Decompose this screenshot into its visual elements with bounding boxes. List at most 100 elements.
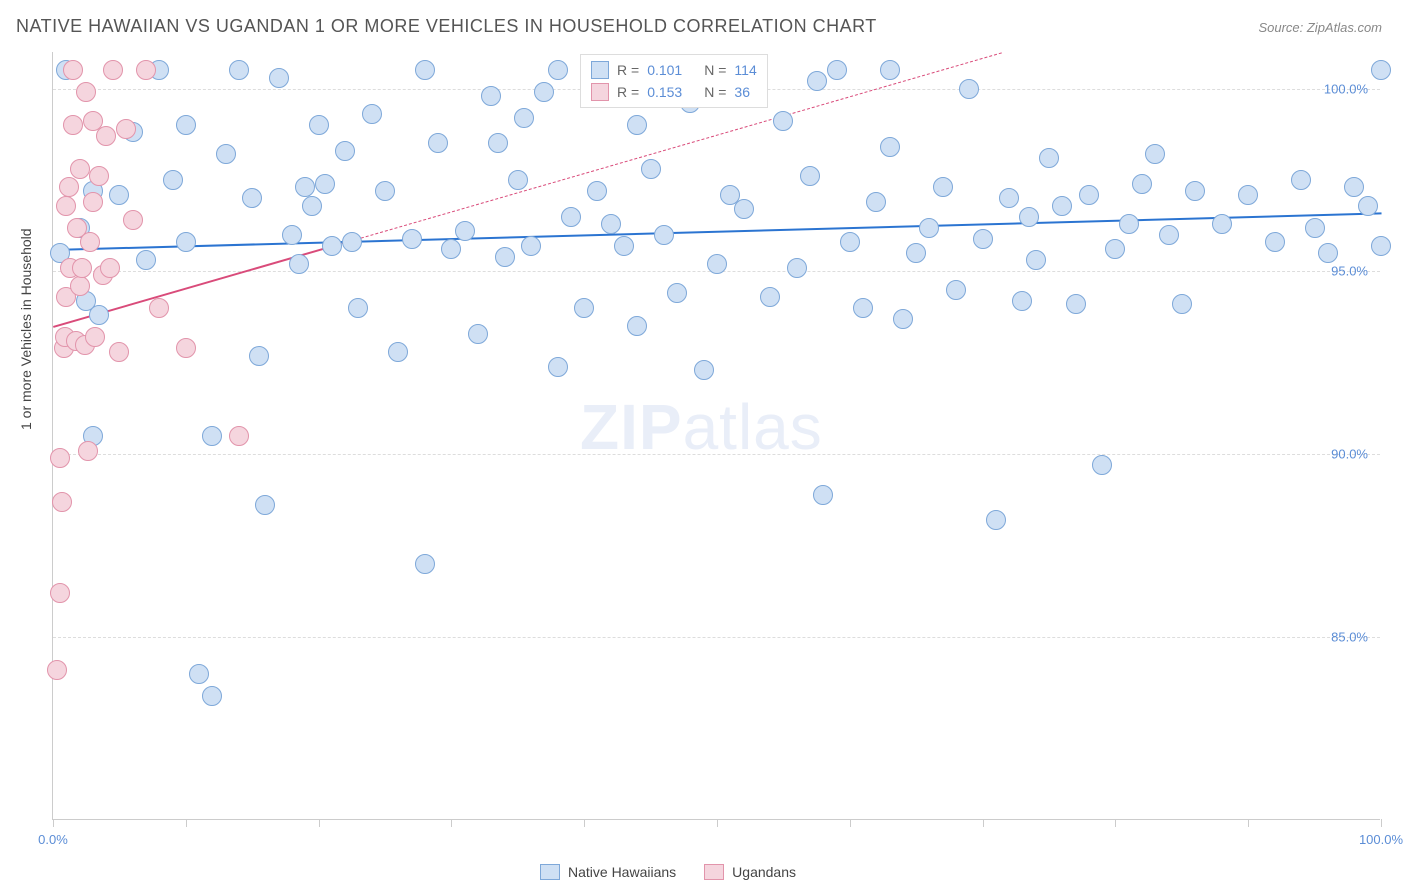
scatter-point — [89, 166, 109, 186]
scatter-point — [807, 71, 827, 91]
scatter-point — [800, 166, 820, 186]
scatter-point — [1079, 185, 1099, 205]
scatter-point — [455, 221, 475, 241]
scatter-point — [827, 60, 847, 80]
scatter-point — [1012, 291, 1032, 311]
scatter-point — [83, 192, 103, 212]
scatter-point — [973, 229, 993, 249]
scatter-point — [1344, 177, 1364, 197]
scatter-point — [415, 554, 435, 574]
legend-r-label: R = — [617, 62, 639, 78]
scatter-point — [481, 86, 501, 106]
scatter-point — [614, 236, 634, 256]
gridline — [53, 637, 1380, 638]
scatter-point — [534, 82, 554, 102]
scatter-point — [880, 60, 900, 80]
legend-r-label: R = — [617, 84, 639, 100]
gridline — [53, 454, 1380, 455]
scatter-point — [1052, 196, 1072, 216]
x-tick — [451, 819, 452, 827]
scatter-point — [176, 232, 196, 252]
scatter-point — [116, 119, 136, 139]
scatter-point — [1159, 225, 1179, 245]
legend-series-item: Ugandans — [704, 864, 796, 880]
scatter-point — [521, 236, 541, 256]
scatter-point — [441, 239, 461, 259]
scatter-point — [1145, 144, 1165, 164]
scatter-point — [176, 338, 196, 358]
scatter-point — [402, 229, 422, 249]
scatter-point — [933, 177, 953, 197]
scatter-point — [946, 280, 966, 300]
legend-swatch-icon — [704, 864, 724, 880]
scatter-point — [1371, 60, 1391, 80]
legend-stats-row: R = 0.101 N = 114 — [591, 59, 757, 81]
scatter-point — [667, 283, 687, 303]
scatter-point — [508, 170, 528, 190]
scatter-point — [1066, 294, 1086, 314]
legend-swatch-icon — [591, 83, 609, 101]
legend-series-label: Ugandans — [732, 864, 796, 880]
scatter-point — [1291, 170, 1311, 190]
scatter-point — [694, 360, 714, 380]
legend-series: Native Hawaiians Ugandans — [540, 864, 796, 880]
legend-swatch-icon — [540, 864, 560, 880]
scatter-point — [1212, 214, 1232, 234]
scatter-point — [919, 218, 939, 238]
scatter-point — [309, 115, 329, 135]
scatter-point — [85, 327, 105, 347]
scatter-point — [1026, 250, 1046, 270]
scatter-point — [1318, 243, 1338, 263]
y-tick-label: 95.0% — [1331, 264, 1368, 279]
x-tick-label: 0.0% — [38, 832, 68, 847]
scatter-point — [269, 68, 289, 88]
x-tick — [319, 819, 320, 827]
scatter-point — [627, 115, 647, 135]
scatter-point — [315, 174, 335, 194]
legend-n-value: 36 — [734, 84, 750, 100]
plot-area: 85.0%90.0%95.0%100.0%0.0%100.0% — [52, 52, 1380, 820]
scatter-point — [229, 60, 249, 80]
scatter-point — [50, 448, 70, 468]
scatter-point — [322, 236, 342, 256]
scatter-point — [348, 298, 368, 318]
legend-r-value: 0.153 — [647, 84, 682, 100]
scatter-point — [561, 207, 581, 227]
legend-stats-row: R = 0.153 N = 36 — [591, 81, 757, 103]
x-tick — [584, 819, 585, 827]
scatter-point — [707, 254, 727, 274]
trendline — [53, 213, 1381, 252]
scatter-point — [893, 309, 913, 329]
x-tick — [850, 819, 851, 827]
scatter-point — [760, 287, 780, 307]
legend-swatch-icon — [591, 61, 609, 79]
scatter-point — [96, 126, 116, 146]
scatter-point — [123, 210, 143, 230]
scatter-point — [813, 485, 833, 505]
scatter-point — [601, 214, 621, 234]
y-axis-label: 1 or more Vehicles in Household — [18, 228, 34, 430]
scatter-point — [342, 232, 362, 252]
scatter-point — [229, 426, 249, 446]
scatter-point — [495, 247, 515, 267]
x-tick — [1248, 819, 1249, 827]
legend-n-label: N = — [704, 84, 726, 100]
scatter-point — [72, 258, 92, 278]
x-tick-label: 100.0% — [1359, 832, 1403, 847]
scatter-point — [548, 60, 568, 80]
y-tick-label: 100.0% — [1324, 81, 1368, 96]
scatter-point — [163, 170, 183, 190]
x-tick — [1381, 819, 1382, 827]
y-tick-label: 85.0% — [1331, 630, 1368, 645]
scatter-point — [1092, 455, 1112, 475]
scatter-point — [89, 305, 109, 325]
scatter-point — [787, 258, 807, 278]
scatter-point — [50, 583, 70, 603]
x-tick — [1115, 819, 1116, 827]
scatter-point — [63, 60, 83, 80]
scatter-point — [574, 298, 594, 318]
scatter-point — [641, 159, 661, 179]
scatter-point — [1265, 232, 1285, 252]
scatter-point — [242, 188, 262, 208]
scatter-point — [734, 199, 754, 219]
